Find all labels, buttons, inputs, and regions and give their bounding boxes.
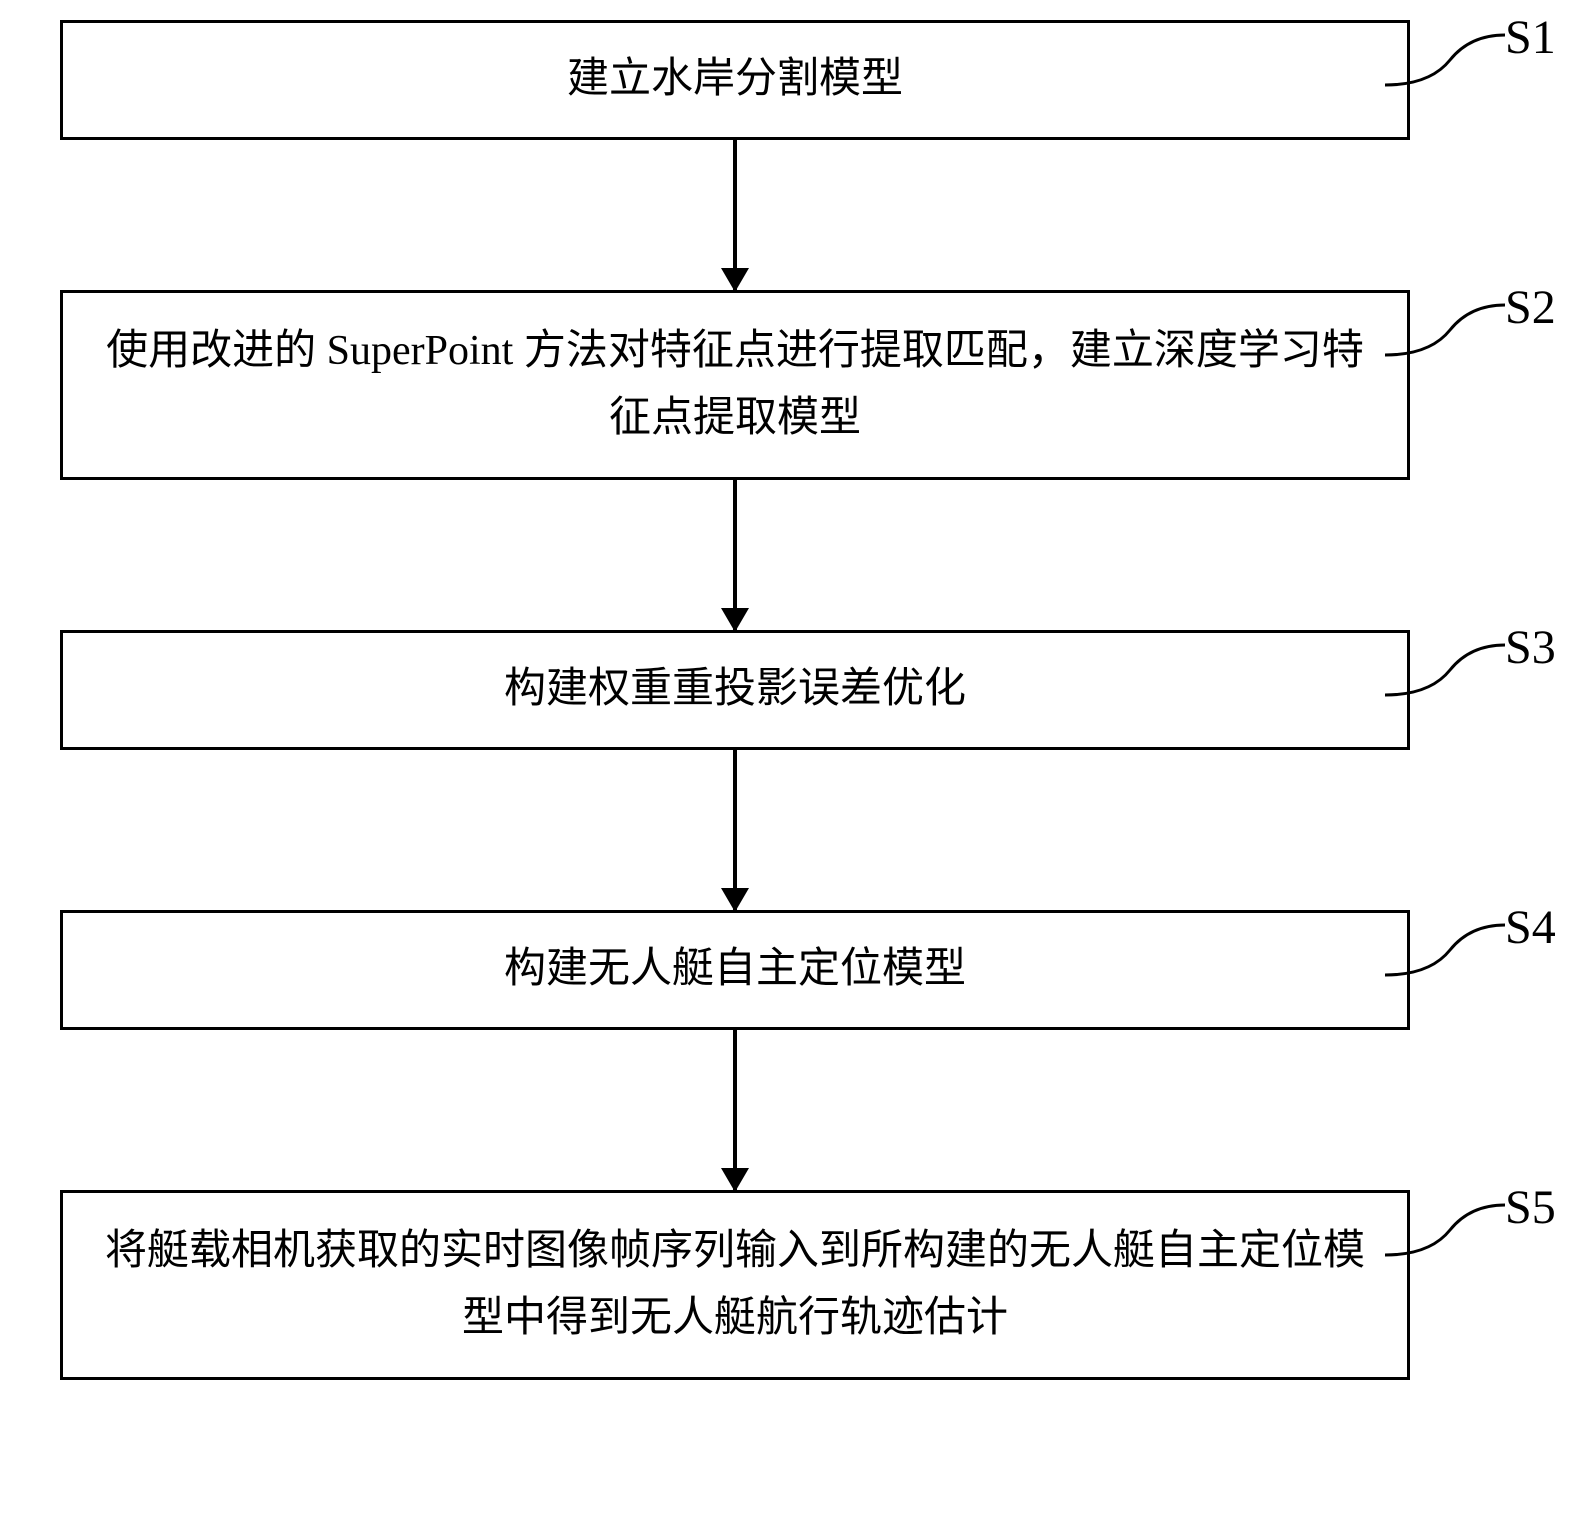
step-s1-label: S1 <box>1505 10 1556 65</box>
step-s4-text: 构建无人艇自主定位模型 <box>504 936 966 1003</box>
step-s5-container: 将艇载相机获取的实时图像帧序列输入到所构建的无人艇自主定位模型中得到无人艇航行轨… <box>60 1190 1510 1380</box>
s4-connector <box>1370 910 1510 980</box>
step-s1-text: 建立水岸分割模型 <box>567 46 903 113</box>
step-s4-box: 构建无人艇自主定位模型 <box>60 910 1410 1030</box>
step-s3-text: 构建权重重投影误差优化 <box>504 656 966 723</box>
s3-connector <box>1370 630 1510 700</box>
step-s3-box: 构建权重重投影误差优化 <box>60 630 1410 750</box>
arrow-2 <box>60 480 1410 630</box>
step-s1-box: 建立水岸分割模型 <box>60 20 1410 140</box>
arrow-3 <box>60 750 1410 910</box>
s2-connector <box>1370 290 1510 360</box>
s1-connector <box>1370 20 1510 90</box>
step-s2-box: 使用改进的 SuperPoint 方法对特征点进行提取匹配，建立深度学习特征点提… <box>60 290 1410 480</box>
step-s5-label: S5 <box>1505 1180 1556 1235</box>
flowchart-container: 建立水岸分割模型 S1 使用改进的 SuperPoint 方法对特征点进行提取匹… <box>60 20 1510 1380</box>
step-s1-container: 建立水岸分割模型 S1 <box>60 20 1510 140</box>
arrow-1 <box>60 140 1410 290</box>
step-s2-text: 使用改进的 SuperPoint 方法对特征点进行提取匹配，建立深度学习特征点提… <box>103 318 1367 452</box>
step-s5-text: 将艇载相机获取的实时图像帧序列输入到所构建的无人艇自主定位模型中得到无人艇航行轨… <box>103 1218 1367 1352</box>
arrow-4 <box>60 1030 1410 1190</box>
step-s2-label: S2 <box>1505 280 1556 335</box>
step-s4-label: S4 <box>1505 900 1556 955</box>
step-s4-container: 构建无人艇自主定位模型 S4 <box>60 910 1510 1030</box>
step-s3-label: S3 <box>1505 620 1556 675</box>
step-s2-container: 使用改进的 SuperPoint 方法对特征点进行提取匹配，建立深度学习特征点提… <box>60 290 1510 480</box>
step-s5-box: 将艇载相机获取的实时图像帧序列输入到所构建的无人艇自主定位模型中得到无人艇航行轨… <box>60 1190 1410 1380</box>
step-s3-container: 构建权重重投影误差优化 S3 <box>60 630 1510 750</box>
s5-connector <box>1370 1190 1510 1260</box>
